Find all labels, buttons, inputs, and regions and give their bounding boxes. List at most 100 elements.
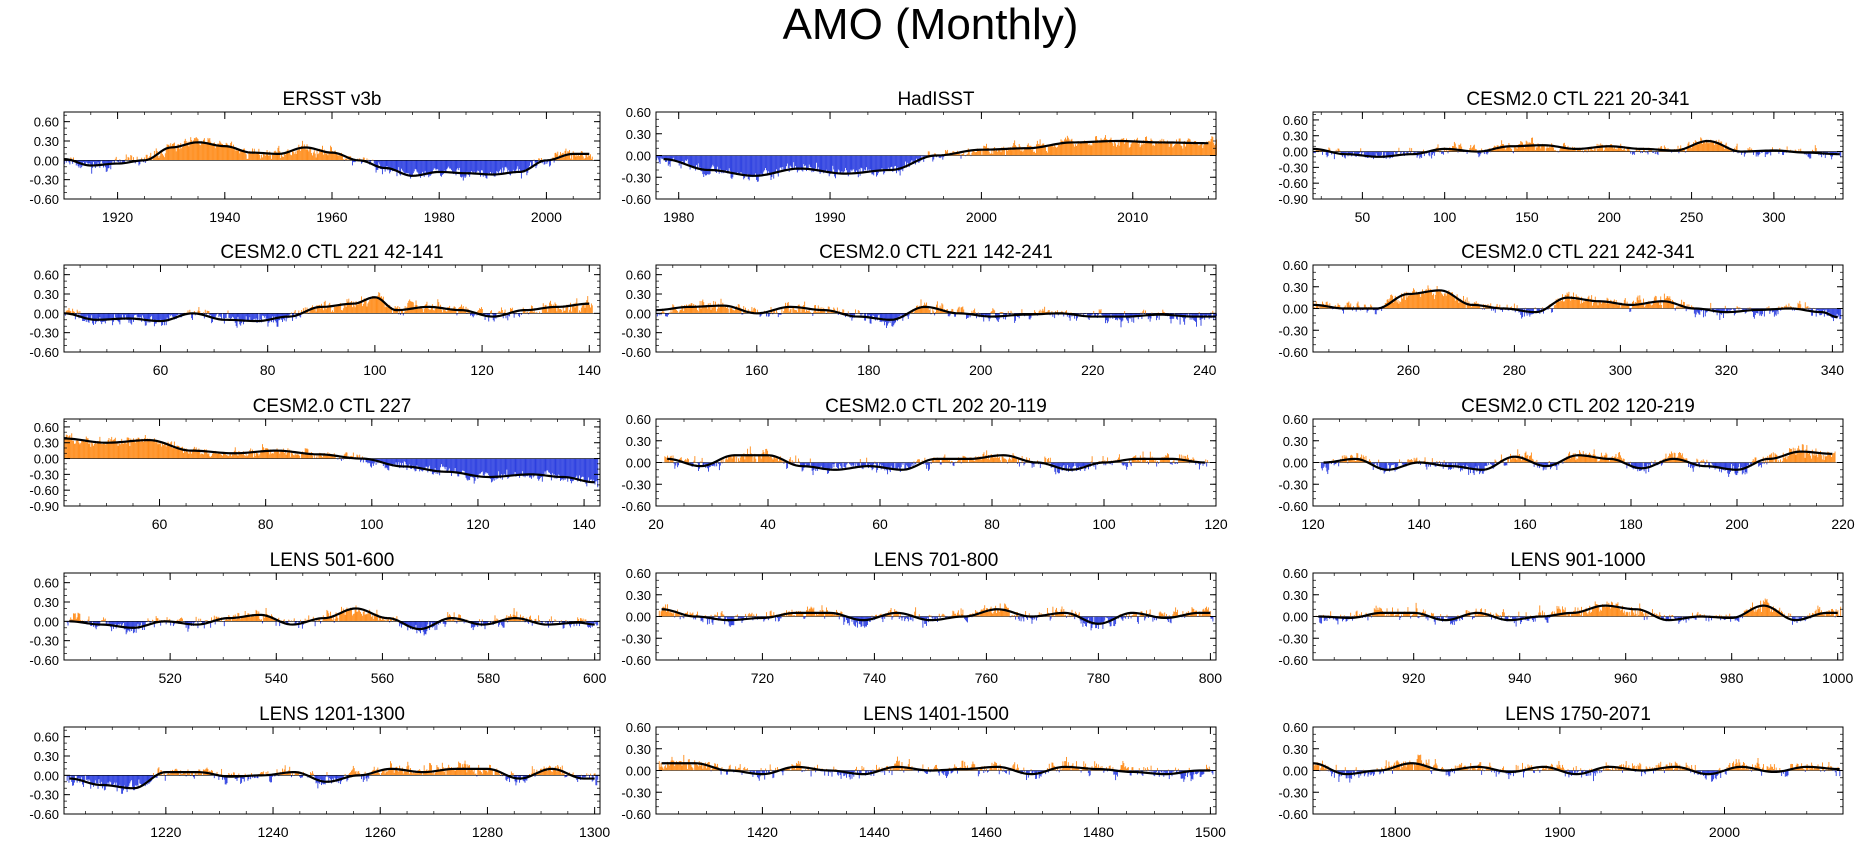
bar [975, 152, 976, 156]
bar [992, 153, 994, 156]
bar [244, 456, 246, 459]
bar [92, 443, 94, 459]
bar [333, 151, 335, 161]
bar [1418, 293, 1420, 309]
bar [103, 313, 104, 322]
bar [1576, 148, 1578, 152]
bar [1043, 310, 1045, 314]
bar [1483, 308, 1485, 310]
bar [726, 155, 728, 174]
bar [881, 155, 883, 169]
bar [1701, 138, 1703, 152]
bar [1007, 311, 1009, 314]
bar [733, 155, 735, 175]
bar [1445, 295, 1447, 309]
bar [510, 307, 511, 314]
bar [1405, 151, 1407, 153]
bar [1831, 151, 1833, 160]
bar [1511, 306, 1513, 309]
bar [1167, 142, 1169, 156]
bar [896, 155, 897, 174]
x-tick-label: 300 [1762, 209, 1786, 225]
y-tick-label: 0.60 [34, 115, 59, 130]
bar [813, 311, 815, 314]
bar [429, 160, 431, 176]
bar [716, 311, 717, 314]
bar [1608, 146, 1610, 152]
bar [421, 160, 422, 174]
bar [1663, 301, 1664, 309]
bar [503, 312, 505, 314]
bar [507, 458, 509, 479]
bar [572, 151, 574, 161]
bar [851, 155, 853, 172]
bar [911, 155, 913, 161]
bar [893, 155, 895, 170]
bar [321, 455, 323, 459]
bar [514, 313, 516, 315]
bar [1442, 151, 1443, 154]
bar [86, 438, 88, 459]
bar [1398, 303, 1400, 309]
bar [218, 143, 220, 161]
bar [1747, 307, 1749, 309]
bar [1716, 144, 1718, 152]
bar [811, 155, 813, 173]
bar [711, 155, 713, 167]
bar [1694, 140, 1696, 152]
bar [761, 155, 763, 176]
bar [162, 442, 164, 459]
bar [445, 160, 447, 173]
bar [1683, 149, 1685, 152]
bar [111, 436, 113, 459]
bar [1108, 313, 1110, 316]
bar [108, 438, 110, 459]
bar [498, 160, 500, 175]
bar [273, 450, 275, 459]
bar [1678, 305, 1680, 309]
bar [1491, 308, 1493, 311]
bar [817, 155, 819, 168]
bar [901, 155, 903, 170]
bar [424, 304, 426, 314]
bar [729, 455, 731, 463]
bar [87, 313, 89, 322]
bar [594, 458, 596, 485]
bar [798, 304, 800, 314]
bar [93, 160, 95, 166]
bar [271, 158, 273, 161]
bar [216, 454, 218, 459]
bar [1370, 304, 1372, 309]
bar [1723, 149, 1725, 152]
bar [795, 310, 796, 314]
bar [1126, 141, 1128, 156]
bar [500, 307, 502, 314]
bar [680, 457, 682, 463]
bar [510, 308, 512, 314]
bar [1403, 295, 1404, 309]
bar [471, 458, 473, 478]
bar [952, 309, 954, 314]
bar [574, 153, 576, 161]
bar [1453, 141, 1455, 152]
bar [1010, 310, 1012, 314]
bar [332, 151, 333, 161]
bar [1613, 300, 1614, 309]
bar [687, 458, 689, 463]
bar [958, 306, 960, 314]
bar [544, 458, 546, 472]
bar [1420, 296, 1422, 309]
bar [473, 458, 475, 484]
bar [204, 142, 206, 161]
bar [1419, 293, 1421, 309]
bar [159, 155, 161, 161]
bar [317, 306, 319, 314]
bar [456, 458, 458, 473]
bar [1048, 144, 1050, 156]
bar [846, 155, 848, 175]
bar [434, 308, 436, 314]
bar [392, 458, 394, 465]
bar [841, 155, 843, 172]
bar [172, 143, 174, 161]
bar [933, 155, 935, 160]
